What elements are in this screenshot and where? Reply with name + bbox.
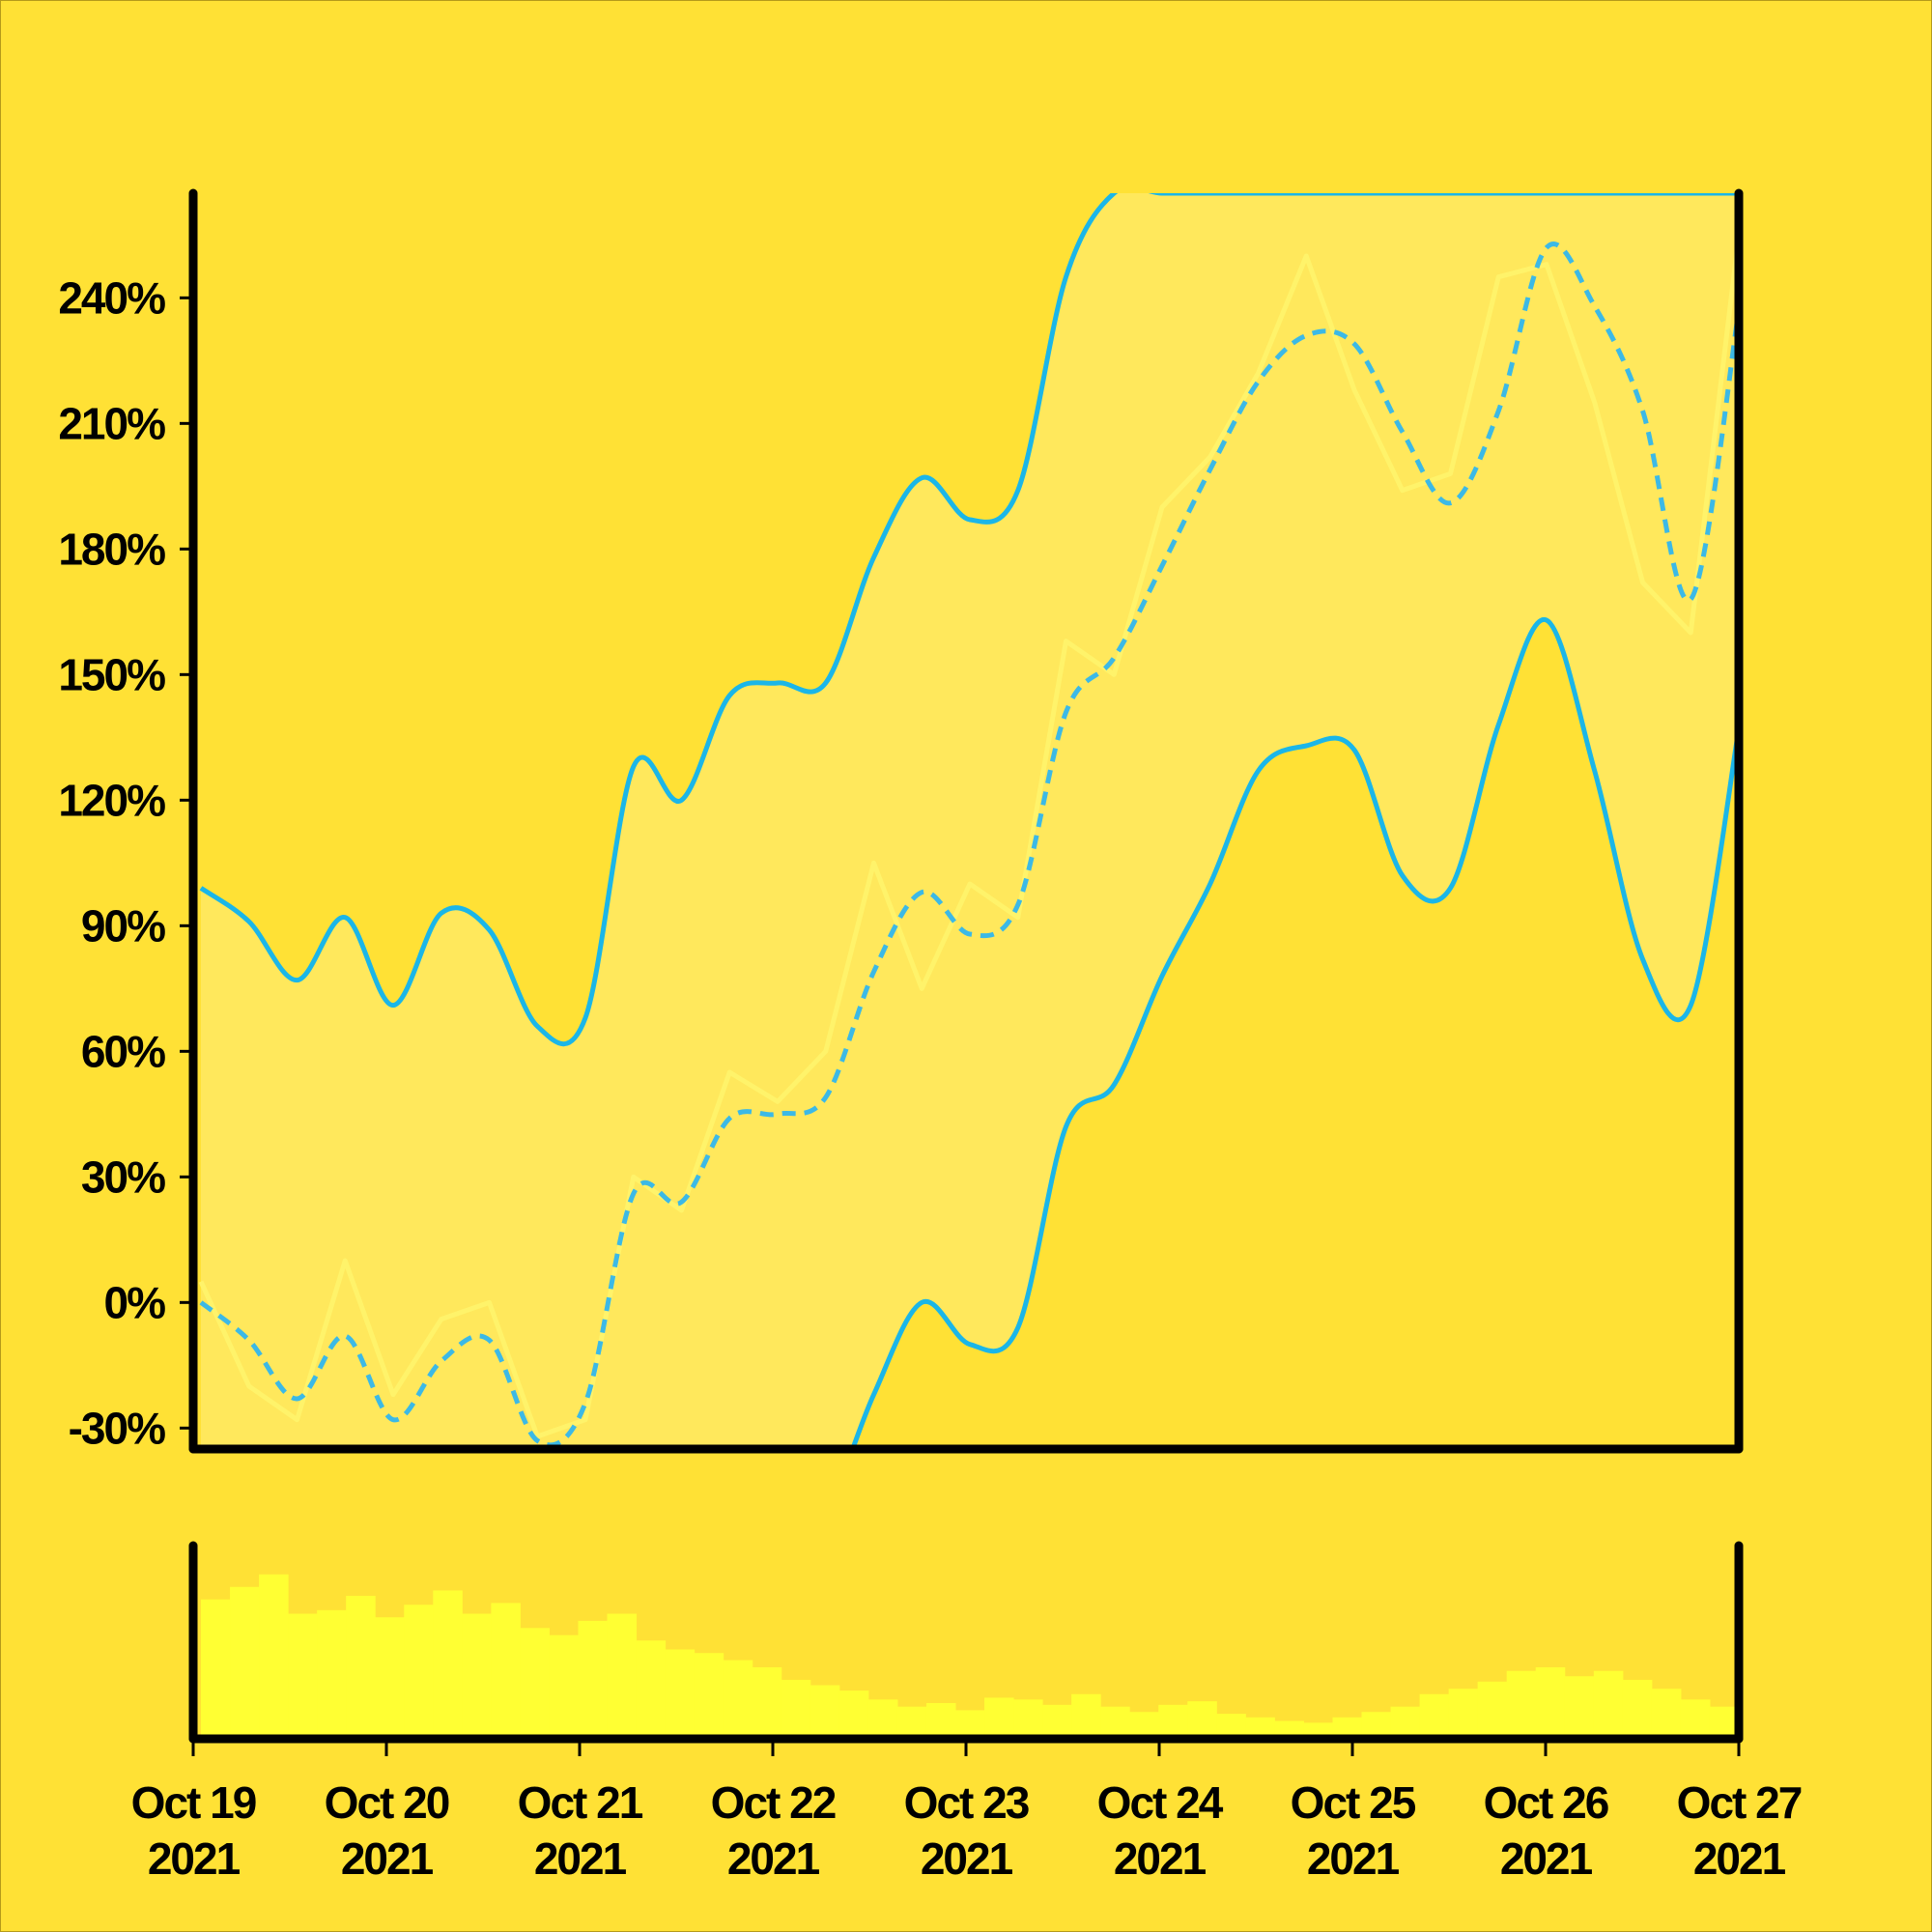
x-tick-year: 2021 bbox=[1693, 1833, 1786, 1884]
volume-bar bbox=[404, 1605, 434, 1739]
volume-bar bbox=[1158, 1704, 1188, 1739]
volume-bar bbox=[1332, 1717, 1363, 1739]
volume-bar bbox=[838, 1690, 869, 1739]
volume-bar bbox=[896, 1706, 927, 1739]
y-tick-label: 90% bbox=[81, 900, 165, 951]
volume-bar bbox=[1274, 1720, 1304, 1739]
volume-bar bbox=[1419, 1693, 1450, 1739]
volume-bar bbox=[723, 1660, 753, 1739]
upper-band-line bbox=[199, 193, 1739, 1046]
volume-bar bbox=[867, 1699, 898, 1739]
volume-bar bbox=[230, 1586, 260, 1739]
y-tick-label: 210% bbox=[58, 398, 165, 448]
x-tick-label: Oct 21 bbox=[518, 1777, 643, 1828]
y-tick-label: 60% bbox=[81, 1026, 165, 1076]
axes bbox=[180, 188, 1744, 1756]
volume-bar bbox=[810, 1685, 840, 1739]
main-plot-area bbox=[198, 193, 1739, 1449]
volume-bar bbox=[1100, 1706, 1130, 1739]
volume-bar bbox=[781, 1679, 811, 1739]
volume-bar bbox=[1622, 1679, 1653, 1739]
volume-bar bbox=[520, 1628, 550, 1739]
volume-bar bbox=[1535, 1667, 1566, 1739]
volume-bar bbox=[1709, 1706, 1739, 1739]
volume-bar bbox=[925, 1703, 956, 1739]
volume-bar bbox=[288, 1613, 318, 1739]
x-tick-year: 2021 bbox=[727, 1833, 820, 1884]
x-tick-label: Oct 20 bbox=[325, 1777, 449, 1828]
volume-bar bbox=[259, 1574, 289, 1739]
x-tick-label: Oct 22 bbox=[711, 1777, 836, 1828]
volume-bar bbox=[1361, 1712, 1392, 1739]
volume-bar bbox=[636, 1640, 667, 1739]
volume-bar bbox=[1651, 1689, 1682, 1739]
volume-bar bbox=[1390, 1706, 1421, 1739]
y-tick-label: 150% bbox=[58, 649, 165, 699]
lower-band-line bbox=[850, 617, 1739, 1449]
volume-bar bbox=[1593, 1670, 1624, 1739]
volume-bar bbox=[752, 1667, 782, 1739]
raw-price-line bbox=[198, 235, 1739, 1439]
x-tick-label: Oct 19 bbox=[131, 1777, 256, 1828]
volume-bar bbox=[607, 1613, 638, 1739]
y-tick-label: -30% bbox=[69, 1403, 165, 1453]
volume-bar bbox=[1477, 1681, 1508, 1739]
y-axis-labels: -30% 0% 30% 60% 90% 120% 150% 180% 210% 240% bbox=[58, 272, 167, 1453]
volume-bar bbox=[1187, 1701, 1217, 1739]
volume-bar bbox=[1013, 1699, 1043, 1739]
volume-bar bbox=[549, 1634, 579, 1739]
volume-bar bbox=[375, 1617, 405, 1739]
volume-bar bbox=[578, 1620, 609, 1739]
x-tick-label: Oct 26 bbox=[1484, 1777, 1608, 1828]
x-tick-year: 2021 bbox=[534, 1833, 627, 1884]
bollinger-band-fill bbox=[201, 193, 1739, 1449]
moving-average-line bbox=[199, 242, 1739, 1448]
volume-bar bbox=[665, 1649, 696, 1739]
volume-bar bbox=[462, 1613, 492, 1739]
volume-bar bbox=[954, 1710, 985, 1739]
volume-plot-area bbox=[201, 1574, 1739, 1739]
y-tick-label: 180% bbox=[58, 524, 165, 574]
volume-bar bbox=[491, 1603, 521, 1739]
volume-bar bbox=[317, 1609, 347, 1739]
volume-bar bbox=[1042, 1704, 1072, 1739]
x-tick-label: Oct 24 bbox=[1097, 1777, 1224, 1828]
x-tick-year: 2021 bbox=[1114, 1833, 1207, 1884]
x-tick-label: Oct 23 bbox=[904, 1777, 1029, 1828]
volume-bar bbox=[201, 1599, 231, 1739]
x-tick-label: Oct 25 bbox=[1291, 1777, 1416, 1828]
volume-bar bbox=[1680, 1699, 1711, 1739]
volume-bar bbox=[1506, 1670, 1537, 1739]
volume-bar bbox=[694, 1653, 724, 1739]
y-tick-label: 120% bbox=[58, 775, 165, 825]
x-tick-year: 2021 bbox=[1500, 1833, 1593, 1884]
x-tick-year: 2021 bbox=[921, 1833, 1013, 1884]
volume-bar bbox=[433, 1590, 463, 1739]
volume-bar bbox=[1245, 1717, 1275, 1739]
volume-bar bbox=[1129, 1712, 1159, 1739]
volume-bar bbox=[1564, 1676, 1595, 1739]
y-tick-label: 30% bbox=[81, 1151, 165, 1202]
y-tick-label: 0% bbox=[104, 1277, 166, 1327]
x-tick-year: 2021 bbox=[148, 1833, 241, 1884]
volume-bar bbox=[984, 1697, 1014, 1739]
y-tick-label: 240% bbox=[58, 272, 165, 323]
volume-bar bbox=[1071, 1693, 1101, 1739]
volume-bar bbox=[346, 1596, 376, 1739]
x-tick-label: Oct 27 bbox=[1677, 1777, 1802, 1828]
x-tick-year: 2021 bbox=[1307, 1833, 1400, 1884]
volume-bar bbox=[1448, 1689, 1479, 1739]
x-tick-year: 2021 bbox=[341, 1833, 434, 1884]
